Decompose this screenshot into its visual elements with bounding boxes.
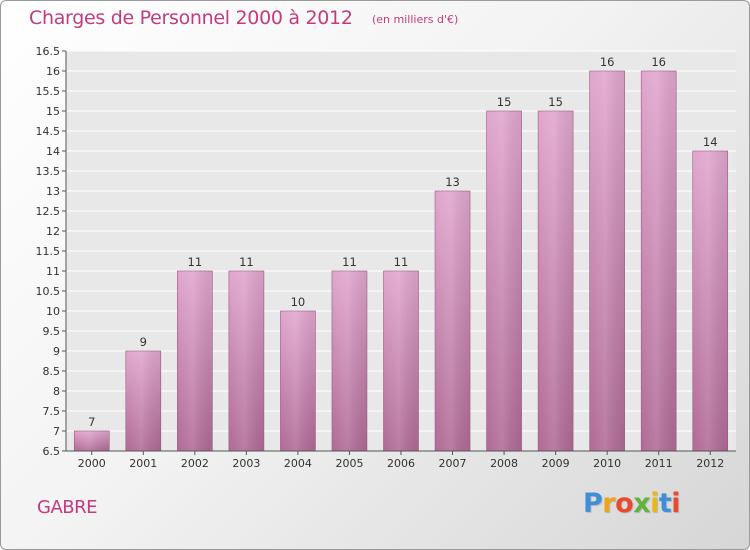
bar-shine (280, 311, 316, 451)
y-tick-label: 15.5 (36, 85, 61, 98)
bar-shine (331, 271, 367, 451)
y-tick-label: 11 (46, 265, 60, 278)
x-tick-label: 2005 (335, 457, 363, 470)
y-tick-label: 13.5 (36, 165, 61, 178)
bar-value-label: 13 (445, 175, 460, 189)
x-tick-label: 2004 (284, 457, 312, 470)
y-tick-label: 12 (46, 225, 60, 238)
bar-group: 16 (589, 55, 625, 452)
bar-group: 7 (73, 415, 110, 452)
logo-letter: i (671, 488, 681, 519)
x-tick-label: 2010 (593, 457, 621, 470)
bar-shine (641, 71, 677, 451)
y-tick-label: 8.5 (43, 365, 61, 378)
bar-shine (74, 431, 110, 451)
y-tick-label: 14 (46, 145, 60, 158)
x-tick-label: 2001 (129, 457, 157, 470)
logo-letter: i (650, 488, 659, 519)
y-tick-label: 10 (46, 305, 60, 318)
y-tick-label: 8 (53, 385, 60, 398)
y-tick-label: 10.5 (36, 285, 61, 298)
y-tick-label: 6.5 (43, 445, 61, 458)
bar-group: 11 (177, 255, 213, 452)
y-tick-label: 16 (46, 65, 60, 78)
bar-group: 11 (228, 255, 265, 452)
bar-value-label: 11 (188, 255, 203, 269)
x-tick-label: 2008 (490, 457, 518, 470)
bar-shine (125, 351, 161, 451)
x-tick-label: 2012 (696, 457, 724, 470)
proxiti-logo: Proxiti (583, 488, 681, 519)
bar-group: 9 (125, 335, 162, 452)
bar-group: 14 (692, 135, 729, 452)
bar-shine (486, 111, 522, 451)
bar-shine (177, 271, 213, 451)
y-tick-label: 16.5 (36, 45, 61, 58)
logo-letter: r (602, 488, 616, 519)
y-tick-label: 7 (53, 425, 60, 438)
bar-value-label: 11 (239, 255, 254, 269)
bar-shine (538, 111, 574, 451)
y-tick-label: 15 (46, 105, 60, 118)
bar-value-label: 15 (497, 95, 512, 109)
y-tick-label: 9 (53, 345, 60, 358)
bar-shine (383, 271, 419, 451)
bar-group: 15 (486, 95, 522, 452)
bar-group: 16 (640, 55, 677, 452)
bar-value-label: 15 (548, 95, 563, 109)
x-tick-label: 2007 (439, 457, 467, 470)
bar-shine (589, 71, 625, 451)
y-tick-label: 11.5 (36, 245, 61, 258)
chart-subtitle: (en milliers d'€) (372, 13, 459, 26)
x-tick-label: 2002 (181, 457, 209, 470)
logo-letter: x (633, 488, 651, 519)
bar-value-label: 16 (651, 55, 666, 69)
bar-group: 15 (537, 95, 574, 452)
commune-name: GABRE (37, 497, 98, 518)
bar-value-label: 10 (291, 295, 306, 309)
logo-letter: P (583, 488, 603, 519)
x-tick-label: 2006 (387, 457, 415, 470)
x-tick-label: 2003 (232, 457, 260, 470)
bar-value-label: 16 (600, 55, 615, 69)
y-tick-label: 9.5 (43, 325, 61, 338)
bar-value-label: 11 (394, 255, 409, 269)
bar-value-label: 14 (703, 135, 718, 149)
bar-shine (435, 191, 471, 451)
logo-letter: o (615, 488, 634, 519)
y-tick-label: 13 (46, 185, 60, 198)
bar-shine (692, 151, 728, 451)
x-tick-label: 2000 (78, 457, 106, 470)
bar-group: 13 (434, 175, 471, 452)
chart-title: Charges de Personnel 2000 à 2012 (29, 7, 353, 29)
y-tick-label: 7.5 (43, 405, 61, 418)
bar-group: 10 (280, 295, 316, 452)
bar-group: 11 (383, 255, 419, 452)
y-tick-label: 12.5 (36, 205, 61, 218)
logo-letter: t (658, 488, 672, 519)
x-tick-label: 2011 (645, 457, 673, 470)
bar-value-label: 7 (88, 415, 95, 429)
x-tick-label: 2009 (542, 457, 570, 470)
bar-shine (228, 271, 264, 451)
bar-value-label: 9 (140, 335, 147, 349)
bar-value-label: 11 (342, 255, 357, 269)
y-tick-label: 14.5 (36, 125, 61, 138)
bar-group: 11 (331, 255, 368, 452)
